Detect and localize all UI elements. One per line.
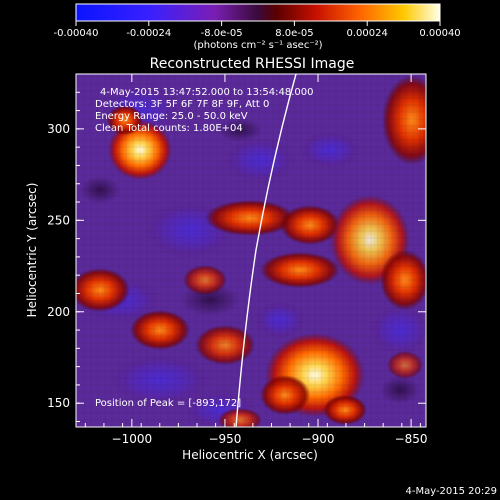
x-tick-label: −950 xyxy=(208,432,241,446)
y-tick-label: 200 xyxy=(47,305,70,319)
colorbar-tick-label: 0.00040 xyxy=(419,28,460,39)
image-title: Reconstructed RHESSI Image xyxy=(150,56,355,72)
pixel-grid xyxy=(76,74,426,427)
colorbar-gradient xyxy=(75,3,441,22)
y-axis-label: Heliocentric Y (arcsec) xyxy=(25,183,39,318)
colorbar-tick-label: 0.00024 xyxy=(347,28,388,39)
x-tick-label: −1000 xyxy=(112,432,153,446)
time-range-text: 4-May-2015 13:47:52.000 to 13:54:48.000 xyxy=(100,87,313,98)
colorbar-tick-label: -0.00040 xyxy=(54,28,99,39)
plot-frame xyxy=(75,73,427,428)
colorbar-tick-label: -8.0e-05 xyxy=(201,28,243,39)
footer-timestamp: 4-May-2015 20:29 xyxy=(405,486,497,497)
x-tick-label: −900 xyxy=(302,432,335,446)
x-axis: −1000 −950 −900 −850 xyxy=(84,74,428,446)
energy-range-text: Energy Range: 25.0 - 50.0 keV xyxy=(95,111,248,122)
colorbar-tick-label: 8.0e-05 xyxy=(275,28,313,39)
colorbar-ticks: -0.00040 -0.00024 -8.0e-05 8.0e-05 0.00024 0.… xyxy=(54,21,461,39)
image-plot xyxy=(76,74,426,427)
y-axis: 150 200 250 300 xyxy=(47,73,426,423)
clean-counts-text: Clean Total counts: 1.80E+04 xyxy=(95,123,243,134)
x-tick-label: −850 xyxy=(395,432,428,446)
annotations: 4-May-2015 13:47:52.000 to 13:54:48.000 … xyxy=(95,87,313,409)
y-tick-label: 250 xyxy=(47,213,70,227)
x-axis-label: Heliocentric X (arcsec) xyxy=(182,448,318,462)
colorbar-units: (photons cm⁻² s⁻¹ asec⁻²) xyxy=(193,40,322,51)
detectors-text: Detectors: 3F 5F 6F 7F 8F 9F, Att 0 xyxy=(95,99,269,110)
colorbar: -0.00040 -0.00024 -8.0e-05 8.0e-05 0.00024 0.… xyxy=(54,3,461,51)
solar-limb-curve xyxy=(235,74,297,427)
y-tick-label: 150 xyxy=(47,396,70,410)
y-tick-label: 300 xyxy=(47,122,70,136)
colorbar-tick-label: -0.00024 xyxy=(126,28,171,39)
peak-position-text: Position of Peak = [-893,172] xyxy=(95,398,241,409)
